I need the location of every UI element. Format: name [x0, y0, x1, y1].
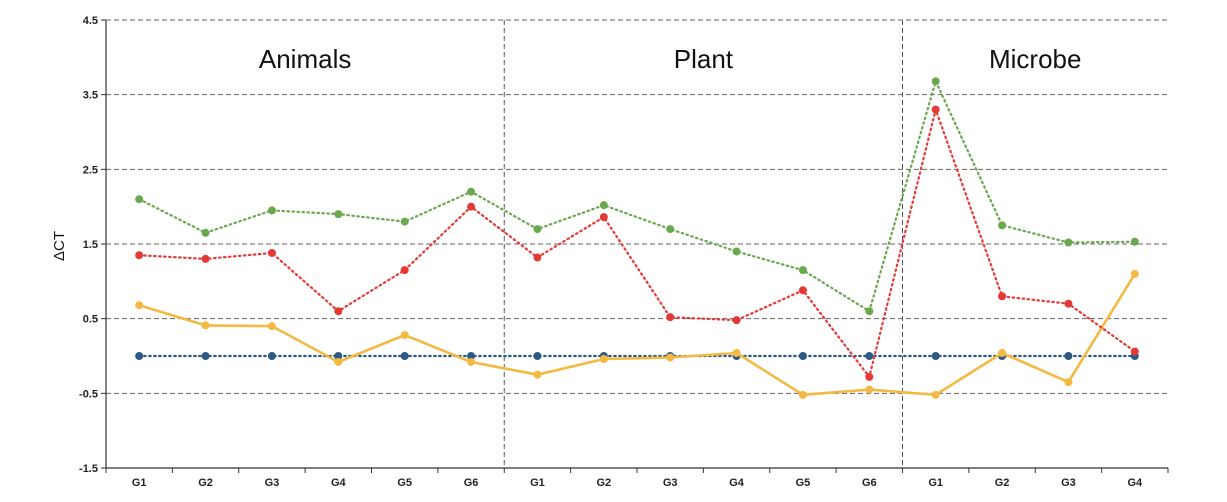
- data-point: [467, 202, 476, 211]
- x-tick-label: G5: [796, 477, 811, 489]
- series-1: [135, 105, 1139, 381]
- x-tick-label: G2: [198, 477, 213, 489]
- y-tick-label: 0.5: [83, 314, 98, 326]
- x-tick-label: G4: [331, 477, 347, 489]
- x-tick-label: G1: [928, 477, 943, 489]
- x-tick-label: G4: [1127, 477, 1143, 489]
- region-label-plant: Plant: [674, 44, 734, 74]
- data-point: [467, 352, 476, 360]
- x-tick-label: G6: [464, 477, 479, 489]
- data-point: [732, 349, 741, 358]
- data-point: [865, 385, 874, 394]
- series-line: [137, 272, 1137, 397]
- grid-lines: [106, 19, 1168, 394]
- data-point: [666, 225, 675, 234]
- y-tick-label: 1.5: [83, 239, 98, 251]
- x-tick-label: G3: [663, 477, 678, 489]
- data-point: [267, 322, 276, 331]
- data-point: [1064, 299, 1073, 308]
- series-group: [135, 77, 1139, 399]
- data-point: [865, 372, 874, 381]
- series-2: [135, 269, 1139, 399]
- data-point: [732, 247, 741, 256]
- data-point: [201, 228, 210, 237]
- data-point: [400, 331, 409, 340]
- x-tick-label: G1: [530, 477, 545, 489]
- data-point: [599, 213, 608, 222]
- data-point: [931, 352, 940, 360]
- x-tick-label: G6: [862, 477, 877, 489]
- labels: 4.5 3.5 2.5 1.5 0.5 -0.5 -1.5 G1 G2 G3 G4 G5 G6 G1 G2 G…: [79, 15, 1143, 489]
- y-tick-label: 3.5: [83, 90, 98, 102]
- series-line: [138, 108, 1136, 378]
- region-dividers: [503, 20, 903, 468]
- data-point: [467, 187, 476, 196]
- data-point: [798, 390, 807, 399]
- x-tick-label: G5: [397, 477, 412, 489]
- data-point: [798, 266, 807, 275]
- x-tick-label: G3: [265, 477, 280, 489]
- data-point: [865, 307, 874, 316]
- data-point: [732, 316, 741, 325]
- data-point: [334, 307, 343, 316]
- x-tick-label: G3: [1061, 477, 1076, 489]
- data-point: [334, 210, 343, 219]
- data-point: [267, 352, 276, 360]
- data-point: [267, 206, 276, 215]
- data-point: [135, 195, 144, 204]
- data-point: [400, 217, 409, 226]
- series-line: [138, 80, 1136, 313]
- data-point: [334, 352, 343, 360]
- series-0: [135, 77, 1139, 316]
- data-point: [1130, 237, 1139, 246]
- data-point: [666, 313, 675, 322]
- y-tick-label: 2.5: [83, 164, 98, 176]
- data-point: [135, 301, 144, 310]
- data-point: [931, 77, 940, 86]
- data-point: [533, 225, 542, 234]
- data-point: [201, 254, 210, 263]
- data-point: [467, 357, 476, 366]
- x-tick-label: G4: [729, 477, 745, 489]
- data-point: [931, 390, 940, 399]
- data-point: [533, 253, 542, 262]
- data-point: [1130, 269, 1139, 278]
- data-point: [201, 321, 210, 330]
- data-point: [798, 286, 807, 295]
- data-point: [1064, 238, 1073, 247]
- y-tick-label: 4.5: [83, 15, 98, 27]
- data-point: [998, 292, 1007, 301]
- data-point: [135, 352, 144, 360]
- region-label-animals: Animals: [259, 44, 351, 74]
- region-label-microbe: Microbe: [989, 44, 1081, 74]
- y-tick-label: -0.5: [79, 388, 98, 400]
- data-point: [931, 105, 940, 114]
- x-tick-label: G2: [995, 477, 1010, 489]
- data-point: [599, 201, 608, 210]
- axes: [101, 19, 1169, 473]
- data-point: [334, 357, 343, 366]
- data-point: [533, 370, 542, 379]
- x-tick-label: G2: [596, 477, 611, 489]
- data-point: [865, 352, 874, 360]
- x-tick-label: G1: [132, 477, 147, 489]
- data-point: [533, 352, 542, 360]
- data-point: [267, 248, 276, 257]
- data-point: [135, 251, 144, 260]
- y-tick-label: -1.5: [79, 463, 98, 475]
- data-point: [1064, 378, 1073, 387]
- data-point: [998, 221, 1007, 230]
- y-axis-label: ΔCT: [51, 231, 68, 261]
- data-point: [666, 353, 675, 362]
- data-point: [1064, 352, 1073, 360]
- data-point: [1130, 347, 1139, 356]
- data-point: [798, 352, 807, 360]
- data-point: [400, 352, 409, 360]
- data-point: [599, 354, 608, 363]
- data-point: [998, 349, 1007, 358]
- data-point: [201, 352, 210, 360]
- data-point: [400, 266, 409, 275]
